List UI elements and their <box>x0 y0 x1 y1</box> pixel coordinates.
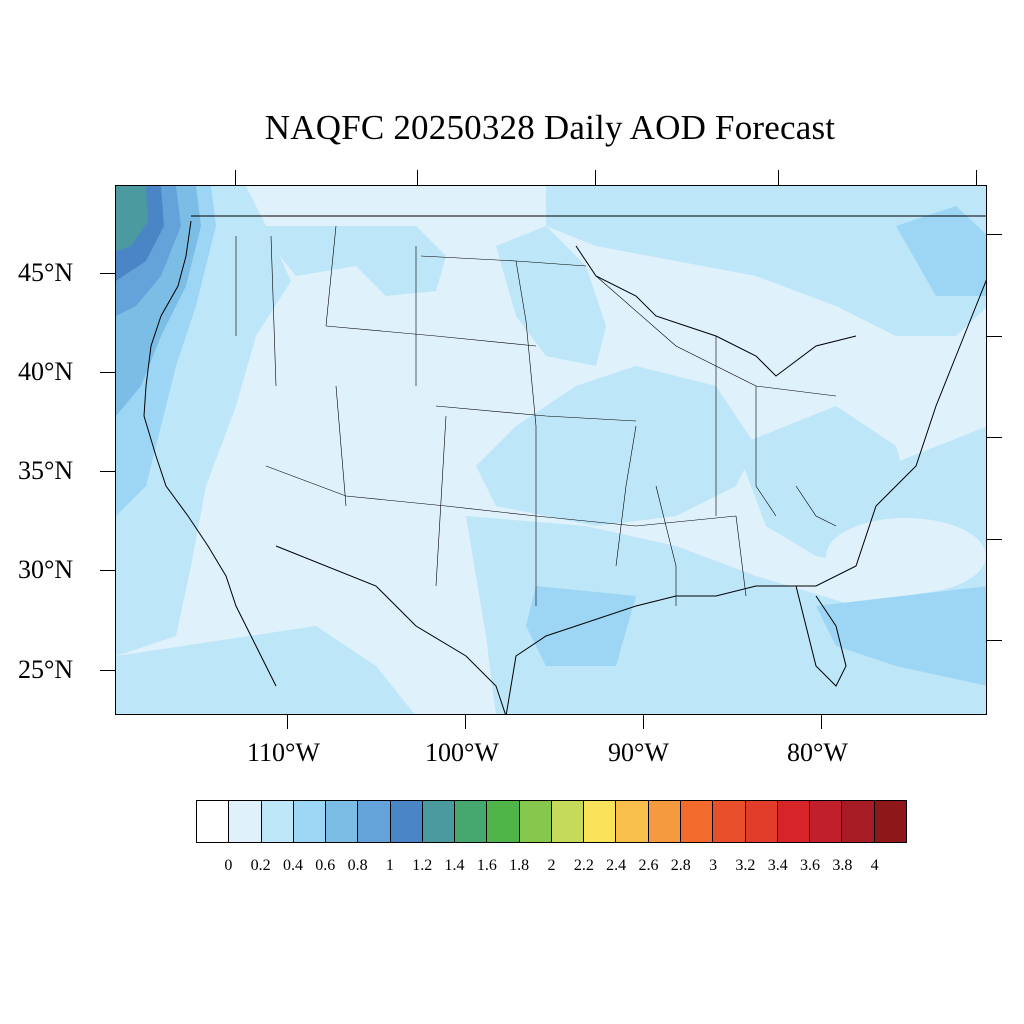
aod-map <box>115 185 987 715</box>
bottom-tick <box>465 715 466 729</box>
coastlines-and-borders <box>143 215 986 714</box>
colorbar-tick-label: 1.4 <box>444 857 465 874</box>
colorbar-tick-label: 3 <box>709 857 718 874</box>
left-tick <box>100 372 115 373</box>
colorbar-swatch <box>810 801 843 842</box>
colorbar-tick-label: 2 <box>547 857 556 874</box>
colorbar-tick-label: 0 <box>224 857 233 874</box>
colorbar-tick-label: 3.2 <box>735 857 756 874</box>
colorbar-swatch <box>358 801 391 842</box>
top-tick <box>235 170 236 185</box>
colorbar-tick-label: 2.6 <box>638 857 659 874</box>
left-tick <box>100 570 115 571</box>
colorbar-swatch <box>616 801 649 842</box>
colorbar-swatch <box>422 801 456 842</box>
colorbar-swatch <box>390 801 423 842</box>
colorbar-swatch <box>455 801 488 842</box>
colorbar-swatch <box>229 801 262 842</box>
colorbar-swatch <box>584 801 617 842</box>
bottom-tick <box>821 715 822 729</box>
colorbar-tick-label: 2.2 <box>573 857 594 874</box>
aod-colorbar <box>196 800 907 843</box>
colorbar-tick-label: 3.4 <box>767 857 788 874</box>
colorbar-swatch <box>197 801 230 842</box>
bottom-tick <box>643 715 644 729</box>
colorbar-tick-label: 4 <box>870 857 879 874</box>
colorbar-tick-label: 1.8 <box>509 857 530 874</box>
colorbar-tick-label: 2.4 <box>606 857 627 874</box>
state-borders <box>235 225 837 606</box>
colorbar-tick-label: 1.2 <box>412 857 433 874</box>
top-tick <box>595 170 596 185</box>
lat-label-45n: 45°N <box>18 258 74 287</box>
top-tick <box>778 170 779 185</box>
lat-label-30n: 30°N <box>18 555 74 584</box>
colorbar-tick-label: 0.6 <box>315 857 336 874</box>
right-tick <box>987 437 1002 438</box>
lon-label-100w: 100°W <box>425 738 499 767</box>
lon-label-110w: 110°W <box>247 738 320 767</box>
right-tick <box>987 234 1002 235</box>
colorbar-tick-label: 0.2 <box>250 857 271 874</box>
colorbar-tick-label: 3.8 <box>832 857 853 874</box>
left-tick <box>100 471 115 472</box>
lat-label-25n: 25°N <box>18 655 74 684</box>
aod-contour-1.4 <box>116 186 148 251</box>
left-tick <box>100 670 115 671</box>
colorbar-tick-label: 1.6 <box>476 857 497 874</box>
left-tick <box>100 273 115 274</box>
colorbar-swatch <box>261 801 294 842</box>
colorbar-swatch <box>551 801 585 842</box>
colorbar-tick-label: 2.8 <box>670 857 691 874</box>
colorbar-swatch <box>519 801 552 842</box>
aod-map-svg <box>116 186 986 714</box>
top-tick <box>417 170 418 185</box>
right-tick <box>987 336 1002 337</box>
colorbar-tick-label: 3.6 <box>800 857 821 874</box>
colorbar-swatch <box>777 801 811 842</box>
colorbar-swatch <box>713 801 746 842</box>
atlantic-low-aod-patch <box>826 518 986 594</box>
colorbar-swatch <box>293 801 327 842</box>
lat-label-40n: 40°N <box>18 357 74 386</box>
colorbar-swatch <box>326 801 359 842</box>
colorbar-tick-label: 1 <box>385 857 394 874</box>
top-tick <box>976 170 977 185</box>
colorbar-tick-label: 0.8 <box>347 857 368 874</box>
lon-label-90w: 90°W <box>608 738 669 767</box>
colorbar-swatch <box>680 801 714 842</box>
colorbar-swatch <box>487 801 520 842</box>
right-tick <box>987 640 1002 641</box>
colorbar-swatch <box>874 801 906 842</box>
colorbar-swatch <box>648 801 681 842</box>
colorbar-tick-label: 0.4 <box>282 857 303 874</box>
right-tick <box>987 539 1002 540</box>
colorbar-swatch <box>745 801 778 842</box>
lat-label-35n: 35°N <box>18 456 74 485</box>
lon-label-80w: 80°W <box>787 738 848 767</box>
map-title: NAQFC 20250328 Daily AOD Forecast <box>264 108 836 147</box>
bottom-tick <box>287 715 288 729</box>
colorbar-swatch <box>842 801 875 842</box>
